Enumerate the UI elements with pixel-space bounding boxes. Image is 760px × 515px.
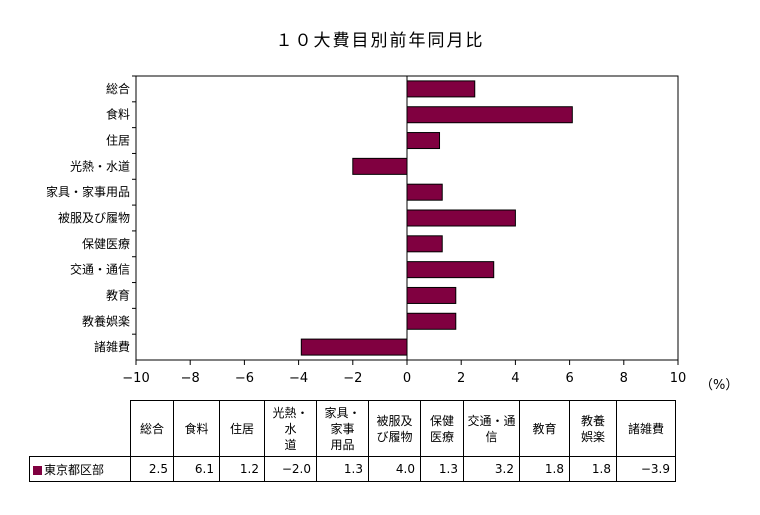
bar xyxy=(406,235,443,253)
bar-chart: 総合食料住居光熱・水道家具・家事用品被服及び履物保健医療交通・通信教育教養娯楽諸… xyxy=(46,75,687,386)
y-tick-label: 食料 xyxy=(106,107,130,122)
y-tick-label: 光熱・水道 xyxy=(70,159,130,173)
x-tick-label: 6 xyxy=(565,371,573,386)
bar xyxy=(406,183,443,201)
table-cell: −3.9 xyxy=(616,456,676,482)
chart-title: １０大費目別前年同月比 xyxy=(275,31,485,51)
x-tick-label: 0 xyxy=(403,371,411,386)
table-cell: 3.2 xyxy=(463,456,520,482)
table-row: 東京都区部 2.5 6.1 1.2 −2.0 1.3 4.0 1.3 3.2 1.8 1.8 −3.… xyxy=(29,456,676,482)
bar xyxy=(352,157,408,175)
series-swatch xyxy=(33,465,42,475)
table-cell: 6.1 xyxy=(173,456,220,482)
x-tick-label: 8 xyxy=(620,371,628,386)
table-header-cell: 食料 xyxy=(173,400,220,457)
y-tick-label: 交通・通信 xyxy=(70,262,130,277)
x-tick-label: 10 xyxy=(670,371,687,386)
table-header-cell: 保健 医療 xyxy=(420,400,464,457)
table-cell: 2.5 xyxy=(130,456,174,482)
table-header-cell: 家具・ 家事 用品 xyxy=(316,400,369,457)
bar xyxy=(406,312,457,330)
table-cell: 1.2 xyxy=(219,456,265,482)
table-cell: −2.0 xyxy=(264,456,317,482)
y-tick-label: 住居 xyxy=(106,134,130,148)
y-tick-label: 保健医療 xyxy=(82,237,130,251)
table-cell: 1.3 xyxy=(316,456,369,482)
unit-label: （%） xyxy=(700,378,739,393)
y-tick-label: 家具・家事用品 xyxy=(46,184,130,199)
x-tick-label: −8 xyxy=(181,371,200,386)
table-header-cell: 光熱・水 道 xyxy=(264,400,317,457)
table-corner xyxy=(29,400,131,457)
table-cell: 1.8 xyxy=(519,456,570,482)
table-cell: 4.0 xyxy=(368,456,421,482)
bar xyxy=(406,286,457,304)
table-header-cell: 教育 xyxy=(519,400,570,457)
table-header-row: 総合 食料 住居 光熱・水 道家具・ 家事 用品 被服及 び履物 保健 医療 交通・通 信教… xyxy=(29,400,676,457)
series-name: 東京都区部 xyxy=(44,462,105,477)
bar xyxy=(406,80,476,98)
bar xyxy=(406,209,516,227)
x-tick-label: −4 xyxy=(289,371,308,386)
table-header-cell: 諸雑費 xyxy=(616,400,676,457)
x-tick-label: 2 xyxy=(457,371,465,386)
x-tick-label: −2 xyxy=(343,371,362,386)
table-row-label: 東京都区部 xyxy=(29,456,131,482)
bar xyxy=(300,338,408,356)
bar xyxy=(406,132,441,150)
x-tick-label: −6 xyxy=(235,371,254,386)
bar xyxy=(406,261,495,279)
y-tick-label: 教育 xyxy=(106,287,130,302)
y-tick-label: 教養娯楽 xyxy=(82,313,130,328)
bar xyxy=(406,106,573,124)
y-tick-label: 諸雑費 xyxy=(94,339,130,354)
data-table: 総合 食料 住居 光熱・水 道家具・ 家事 用品 被服及 び履物 保健 医療 交通・通 信教… xyxy=(29,400,676,482)
table-header-cell: 交通・通 信 xyxy=(463,400,520,457)
table-header-cell: 教養 娯楽 xyxy=(569,400,617,457)
table-header-cell: 被服及 び履物 xyxy=(368,400,421,457)
table-cell: 1.8 xyxy=(569,456,617,482)
x-tick-label: 4 xyxy=(511,371,519,386)
table-cell: 1.3 xyxy=(420,456,464,482)
table-header-cell: 総合 xyxy=(130,400,174,457)
table-header-cell: 住居 xyxy=(219,400,265,457)
y-tick-label: 総合 xyxy=(106,81,130,96)
y-tick-label: 被服及び履物 xyxy=(58,211,130,225)
x-tick-label: −10 xyxy=(122,371,149,386)
